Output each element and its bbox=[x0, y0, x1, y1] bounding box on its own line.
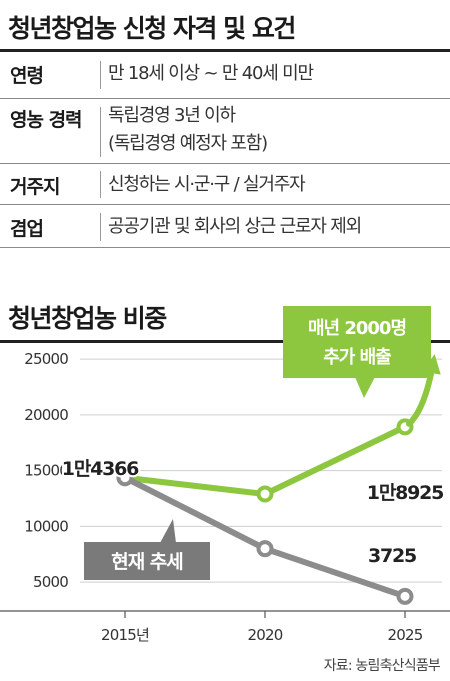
data-label: 3725 bbox=[368, 545, 416, 567]
row-divider bbox=[100, 107, 101, 157]
condition-value: 신청하는 시·군·구 / 실거주자 bbox=[108, 174, 306, 195]
chart-top-rule bbox=[0, 340, 450, 343]
y-tick-label: 5000 bbox=[33, 573, 68, 591]
gray-callout-box bbox=[84, 542, 210, 580]
conditions-title: 청년창업농 신청 자격 및 요건 bbox=[8, 14, 296, 43]
condition-row-residence: 거주지 신청하는 시·군·구 / 실거주자 bbox=[0, 164, 450, 204]
source-credit: 자료: 농림축산식품부 bbox=[323, 658, 441, 674]
condition-label: 거주지 bbox=[10, 176, 60, 198]
x-tick-label: 2015년 bbox=[101, 626, 149, 644]
green-series-line bbox=[122, 423, 408, 498]
conditions-top-rule bbox=[0, 49, 450, 52]
gray-data-point bbox=[116, 469, 134, 487]
condition-value: (독립경영 예정자 포함) bbox=[108, 133, 268, 154]
green-callout-box bbox=[283, 306, 431, 378]
row-rule bbox=[0, 163, 450, 164]
row-divider bbox=[100, 213, 101, 241]
green-data-point bbox=[256, 485, 274, 503]
condition-label: 연령 bbox=[10, 65, 44, 87]
condition-value: 만 18세 이상 ~ 만 40세 미만 bbox=[108, 63, 314, 84]
condition-label: 겸업 bbox=[10, 218, 44, 240]
row-rule bbox=[0, 247, 450, 248]
y-tick-label: 10000 bbox=[24, 517, 68, 535]
row-rule bbox=[0, 204, 450, 205]
row-divider bbox=[100, 61, 101, 89]
data-label: 1만8925 bbox=[367, 482, 443, 504]
data-label: 1만4366 bbox=[62, 458, 139, 480]
y-tick-label: 25000 bbox=[24, 350, 68, 368]
x-tick-label: 2020 bbox=[248, 626, 283, 644]
row-rule bbox=[0, 98, 450, 99]
y-tick-label: 15000 bbox=[24, 462, 68, 480]
condition-row-experience: 영농 경력 독립경영 3년 이하 (독립경영 예정자 포함) bbox=[0, 99, 450, 162]
y-tick-label: 20000 bbox=[24, 406, 68, 424]
chart-title: 청년창업농 비중 bbox=[8, 304, 167, 333]
green-callout-pointer bbox=[355, 377, 375, 398]
gray-data-point bbox=[256, 540, 274, 558]
gray-data-point bbox=[396, 587, 414, 605]
condition-value: 독립경영 3년 이하 bbox=[108, 105, 236, 126]
condition-value: 공공기관 및 회사의 상근 근로자 제외 bbox=[108, 216, 362, 237]
condition-label: 영농 경력 bbox=[10, 109, 83, 131]
green-callout-text: 매년 2000명 bbox=[308, 318, 406, 339]
green-callout-text: 추가 배출 bbox=[323, 347, 391, 368]
green-trend-arrow bbox=[406, 354, 441, 427]
row-divider bbox=[100, 171, 101, 198]
gray-callout-text: 현재 추세 bbox=[111, 551, 183, 573]
x-tick-label: 2025 bbox=[388, 626, 423, 644]
gray-callout-pointer bbox=[160, 519, 176, 543]
condition-row-side-job: 겸업 공공기관 및 회사의 상근 근로자 제외 bbox=[0, 205, 450, 247]
condition-row-age: 연령 만 18세 이상 ~ 만 40세 미만 bbox=[0, 52, 450, 98]
